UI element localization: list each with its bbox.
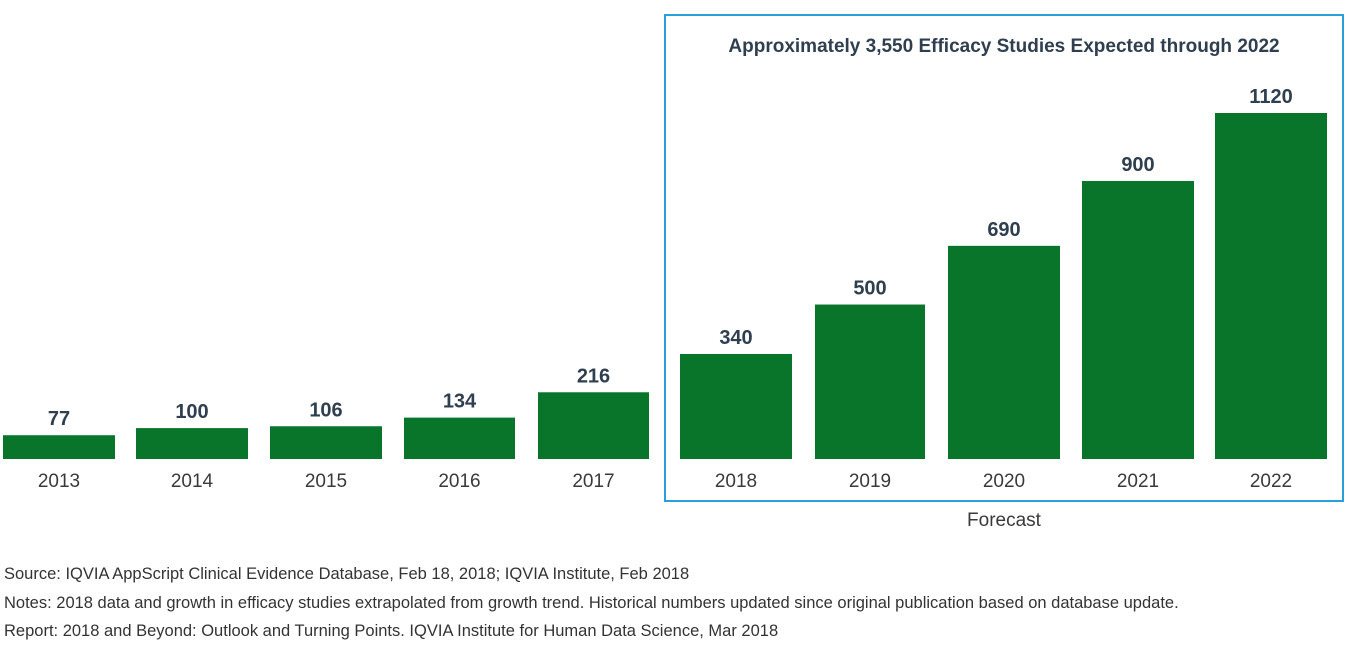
data-label-2021: 900: [1121, 154, 1154, 176]
x-tick-label-2013: 2013: [38, 471, 80, 492]
report-note: Report: 2018 and Beyond: Outlook and Tur…: [4, 622, 779, 640]
bar-2018: [680, 353, 792, 459]
data-label-2017: 216: [577, 365, 610, 387]
x-tick-label-2021: 2021: [1117, 471, 1159, 492]
x-tick-label-2020: 2020: [983, 471, 1025, 492]
x-tick-label-2014: 2014: [171, 471, 214, 492]
forecast-label: Forecast: [967, 510, 1041, 531]
bar-2013: [3, 435, 115, 459]
bar-2016: [404, 417, 515, 459]
x-tick-label-2022: 2022: [1250, 471, 1292, 492]
data-label-2016: 134: [443, 391, 477, 413]
bar-2022: [1215, 113, 1327, 459]
data-label-2019: 500: [853, 278, 886, 300]
data-label-2014: 100: [175, 401, 208, 423]
source-note: Source: IQVIA AppScript Clinical Evidenc…: [4, 565, 690, 583]
footer-notes: Source: IQVIA AppScript Clinical Evidenc…: [4, 560, 1179, 646]
x-tick-label-2018: 2018: [715, 471, 757, 492]
bar-2020: [948, 245, 1060, 459]
forecast-title: Approximately 3,550 Efficacy Studies Exp…: [728, 36, 1280, 57]
x-tick-label-2017: 2017: [572, 471, 614, 492]
data-label-2020: 690: [987, 219, 1020, 241]
x-tick-label-2015: 2015: [305, 471, 347, 492]
x-tick-label-2016: 2016: [438, 471, 480, 492]
bar-2017: [538, 392, 649, 459]
data-label-2022: 1120: [1249, 86, 1292, 108]
x-tick-label-2019: 2019: [849, 471, 891, 492]
bar-2014: [136, 428, 248, 459]
data-label-2013: 77: [48, 408, 70, 430]
bar-2021: [1082, 180, 1194, 459]
data-label-2018: 340: [719, 327, 752, 349]
notes-note: Notes: 2018 data and growth in efficacy …: [4, 593, 1179, 612]
bar-2015: [270, 426, 382, 459]
forecast-box: [664, 14, 1344, 502]
bar-2019: [815, 304, 925, 459]
data-label-2015: 106: [309, 399, 342, 421]
